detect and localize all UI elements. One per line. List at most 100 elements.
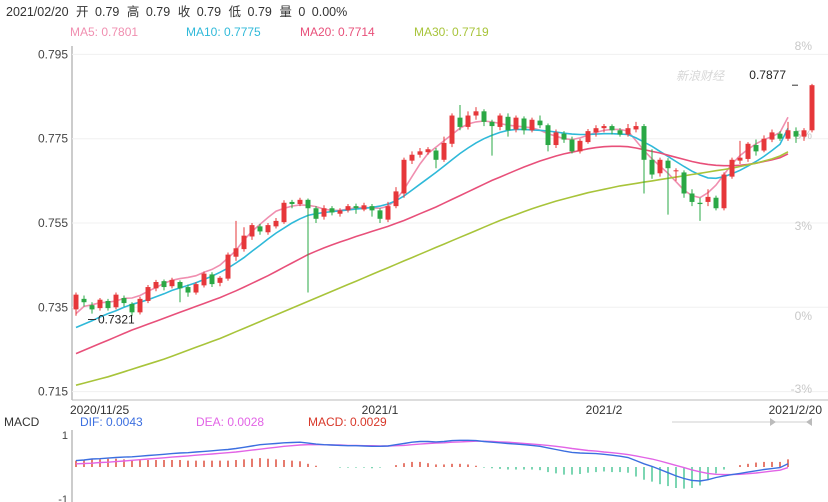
candle-body bbox=[457, 117, 463, 127]
dif-legend: DIF: 0.0043 bbox=[80, 415, 143, 429]
candle bbox=[441, 136, 447, 162]
candle bbox=[289, 199, 295, 209]
low-label: 低 bbox=[229, 5, 242, 19]
candle bbox=[193, 282, 199, 295]
candle bbox=[753, 139, 759, 156]
candle bbox=[73, 292, 79, 316]
candle-body bbox=[761, 138, 767, 151]
candle bbox=[801, 128, 807, 141]
candle-body bbox=[537, 120, 543, 126]
candle bbox=[377, 208, 383, 223]
candle-body bbox=[369, 206, 375, 211]
candle-body bbox=[393, 191, 399, 207]
y-tick-label: 0.735 bbox=[38, 300, 68, 314]
candle-body bbox=[329, 208, 335, 213]
date-axis-labels: 2020/11/25 2021/1 2021/2 2021/2/20 bbox=[70, 403, 822, 417]
candle-body bbox=[505, 116, 511, 131]
candle-body bbox=[129, 303, 135, 313]
candle bbox=[665, 158, 671, 215]
candle bbox=[161, 279, 167, 291]
candle-body bbox=[785, 130, 791, 139]
volume-value: 0 bbox=[298, 5, 305, 19]
candle bbox=[177, 280, 183, 303]
candle-body bbox=[265, 225, 271, 233]
candle bbox=[681, 170, 687, 198]
ma10-legend: MA10: 0.7775 bbox=[186, 25, 261, 39]
quote-header: 2021/02/20 开 0.79 高 0.79 收 0.79 低 0.79 量… bbox=[6, 4, 347, 19]
candle-body bbox=[529, 119, 535, 131]
candle bbox=[81, 295, 87, 307]
price-axis-labels: 0.795 0.775 0.755 0.735 0.715 bbox=[38, 47, 68, 398]
candle bbox=[433, 147, 439, 169]
candle bbox=[121, 295, 127, 307]
ma5-legend: MA5: 0.7801 bbox=[70, 25, 138, 39]
candle-body bbox=[417, 151, 423, 155]
candle bbox=[449, 113, 455, 148]
candle-body bbox=[801, 130, 807, 137]
candle-body bbox=[681, 172, 687, 194]
candle-body bbox=[321, 208, 327, 217]
candle bbox=[265, 223, 271, 235]
candle bbox=[489, 119, 495, 156]
candle bbox=[401, 157, 407, 198]
candle-body bbox=[201, 273, 207, 286]
candle-body bbox=[601, 126, 607, 129]
candle-body bbox=[777, 133, 783, 139]
percent-tick-label: -3% bbox=[791, 382, 813, 396]
x-tick-label: 2020/11/25 bbox=[70, 403, 129, 417]
candle-body bbox=[713, 197, 719, 209]
candle bbox=[713, 195, 719, 211]
candle-body bbox=[657, 159, 663, 174]
change-value: 0.00% bbox=[312, 5, 347, 19]
scroll-left-handle-icon[interactable] bbox=[770, 418, 776, 426]
y-tick-label: 0.795 bbox=[38, 47, 68, 61]
candle bbox=[457, 105, 463, 131]
candle bbox=[729, 157, 735, 179]
svg-text:2021/02/20 开 0.79: 2021/02/20 开 0.79 高 0.79 收 0.79 低 0.79 量… bbox=[6, 4, 347, 19]
candle-body bbox=[217, 277, 223, 283]
candle-body bbox=[409, 154, 415, 161]
candle-body bbox=[345, 206, 351, 211]
candle-body bbox=[473, 111, 479, 116]
candle bbox=[337, 208, 343, 217]
candle-body bbox=[169, 279, 175, 287]
percent-tick-label: 0% bbox=[795, 309, 813, 323]
candle bbox=[569, 136, 575, 154]
candle bbox=[785, 121, 791, 141]
candle-body bbox=[121, 298, 127, 304]
candle bbox=[393, 187, 399, 209]
candle bbox=[777, 131, 783, 141]
candle-body bbox=[145, 287, 151, 301]
candle-body bbox=[497, 115, 503, 127]
candle-body bbox=[569, 139, 575, 152]
candle bbox=[577, 138, 583, 154]
candle bbox=[625, 123, 631, 137]
candle-body bbox=[313, 208, 319, 219]
scrollbar[interactable] bbox=[672, 418, 812, 426]
candle-body bbox=[753, 145, 759, 152]
candle bbox=[137, 296, 143, 315]
candle-body bbox=[521, 118, 527, 131]
candle bbox=[225, 252, 231, 281]
x-tick-label: 2021/1 bbox=[362, 403, 399, 417]
ma20-legend: MA20: 0.7714 bbox=[300, 25, 375, 39]
ma20-line bbox=[75, 145, 789, 355]
ma30-line bbox=[75, 151, 789, 386]
candle-body bbox=[593, 128, 599, 133]
candle-body bbox=[545, 125, 551, 146]
candle bbox=[657, 157, 663, 177]
scroll-right-handle-icon[interactable] bbox=[806, 418, 812, 426]
candle-body bbox=[433, 150, 439, 160]
candle-body bbox=[689, 193, 695, 202]
candle-body bbox=[249, 225, 255, 237]
candle bbox=[481, 109, 487, 127]
candle bbox=[385, 201, 391, 223]
candle bbox=[673, 168, 679, 181]
candle bbox=[529, 117, 535, 133]
candle bbox=[297, 197, 303, 207]
macd-legend: MACD DIF: 0.0043 DEA: 0.0028 MACD: 0.002… bbox=[4, 415, 387, 429]
candle-body bbox=[481, 111, 487, 122]
candle bbox=[361, 202, 367, 212]
candle-body bbox=[513, 117, 519, 130]
